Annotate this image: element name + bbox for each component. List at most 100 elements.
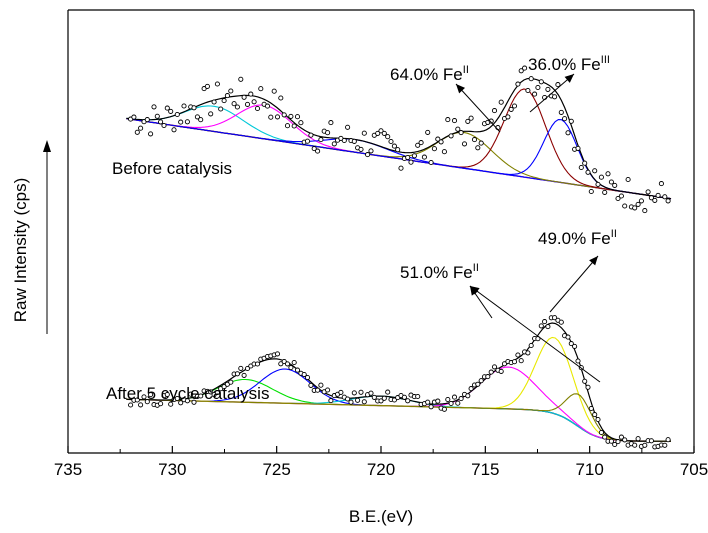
data-point — [388, 138, 394, 145]
data-point — [592, 412, 598, 418]
data-point — [488, 369, 494, 375]
data-point — [278, 95, 284, 101]
data-point — [164, 105, 170, 111]
envelope-curve-0 — [126, 77, 672, 200]
data-point — [301, 371, 307, 378]
data-point — [595, 181, 601, 187]
data-point — [411, 153, 417, 159]
data-point — [598, 429, 604, 436]
data-point — [304, 374, 311, 381]
data-point — [448, 133, 454, 139]
data-point — [378, 128, 384, 134]
data-point — [425, 399, 431, 405]
data-point — [542, 319, 548, 325]
data-point — [208, 111, 214, 117]
data-point — [532, 91, 538, 97]
data-point — [458, 130, 464, 136]
data-point — [128, 402, 134, 408]
data-point — [618, 193, 624, 199]
data-point — [558, 109, 564, 115]
data-point — [415, 142, 421, 148]
data-point — [345, 124, 351, 130]
data-point — [358, 389, 364, 395]
data-point — [168, 401, 174, 407]
annotation-64-fe-ii: 64.0% FeII — [390, 64, 469, 84]
data-point — [508, 106, 514, 112]
data-point — [612, 441, 618, 448]
data-point — [194, 114, 200, 120]
component-curve-1-5 — [126, 393, 671, 442]
data-point — [284, 361, 291, 367]
data-point — [181, 103, 187, 109]
data-point — [144, 399, 150, 405]
data-point — [318, 382, 324, 388]
data-point — [558, 319, 564, 325]
data-point — [522, 65, 528, 71]
data-point — [501, 361, 508, 367]
data-point — [578, 164, 584, 171]
x-ticks: 735 730 725 720 715 710 705 — [54, 446, 708, 479]
data-point — [198, 393, 204, 399]
data-point — [274, 114, 281, 120]
data-point — [178, 400, 184, 406]
panel-label-before: Before catalysis — [112, 159, 232, 178]
data-point — [518, 358, 524, 364]
data-point — [431, 146, 437, 152]
data-point — [498, 368, 504, 374]
data-point — [461, 141, 468, 147]
data-point — [254, 105, 261, 112]
data-point — [134, 397, 140, 403]
data-point — [445, 396, 451, 403]
data-point — [271, 88, 277, 94]
x-tick-label-720: 720 — [367, 460, 395, 479]
data-point — [585, 169, 591, 175]
annotations: 64.0% FeII 36.0% FeIII 51.0% FeII 49.0% FeI… — [390, 54, 617, 383]
data-point — [588, 405, 594, 412]
data-point — [435, 136, 441, 142]
data-point — [612, 182, 618, 188]
data-point — [325, 387, 331, 393]
data-point — [511, 103, 518, 109]
arrow-64-to-fe-ii-head — [456, 84, 466, 94]
x-tick-label-725: 725 — [262, 460, 290, 479]
data-point — [515, 352, 521, 358]
data-point — [331, 141, 337, 147]
component-curve-0-5 — [126, 118, 672, 200]
data-point — [294, 367, 301, 373]
data-point — [622, 203, 628, 209]
data-point — [528, 342, 534, 349]
data-point — [658, 181, 664, 187]
data-point — [264, 103, 271, 109]
data-point — [468, 386, 474, 392]
x-axis-title: B.E.(eV) — [349, 507, 413, 526]
data-point — [515, 81, 521, 87]
data-point — [421, 154, 427, 160]
data-point — [385, 389, 391, 395]
data-point — [381, 130, 387, 136]
data-point — [458, 396, 464, 402]
x-tick-label-730: 730 — [158, 460, 186, 479]
data-point — [214, 390, 220, 396]
data-point — [475, 145, 481, 151]
data-point — [221, 98, 227, 104]
data-point — [618, 434, 624, 440]
data-point — [615, 195, 621, 202]
data-point — [555, 82, 561, 88]
data-point — [652, 197, 658, 203]
data-point — [251, 99, 257, 105]
data-point — [385, 134, 391, 140]
data-point — [425, 129, 431, 135]
data-point — [511, 359, 518, 365]
data-point — [184, 119, 190, 125]
arrow-51-b — [469, 285, 601, 383]
data-point — [241, 372, 247, 378]
data-point — [308, 382, 314, 388]
data-point — [211, 99, 217, 105]
data-point — [191, 105, 197, 111]
data-point — [138, 125, 144, 131]
data-point — [281, 112, 287, 118]
data-point — [648, 195, 654, 201]
data-point — [635, 201, 641, 207]
data-point — [208, 389, 214, 395]
data-point — [428, 404, 434, 410]
